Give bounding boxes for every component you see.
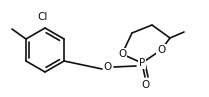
Text: Cl: Cl: [38, 12, 48, 22]
Text: O: O: [118, 49, 126, 59]
Text: O: O: [157, 45, 165, 55]
Text: O: O: [104, 62, 112, 72]
Text: O: O: [142, 80, 150, 90]
Text: P: P: [139, 58, 145, 68]
